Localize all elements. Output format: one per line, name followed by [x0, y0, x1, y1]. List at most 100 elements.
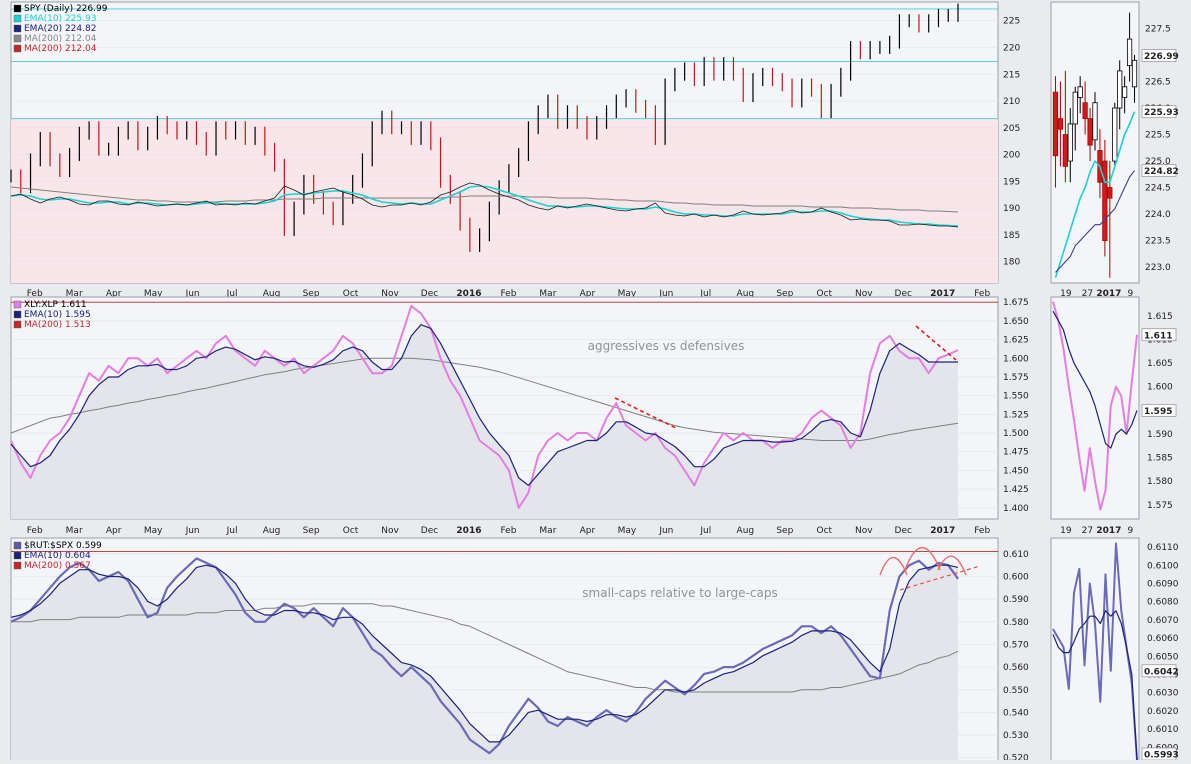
spy-legend-swatch: [13, 4, 22, 13]
spy-zoom-ema20-tag: 224.82: [1144, 167, 1179, 177]
rut-spx-zoom-panel: 0.60000.60100.60200.60300.60400.60500.60…: [1050, 537, 1179, 764]
rut-y-tick: 0.560: [1003, 663, 1029, 673]
spy-y-tick: 215: [1003, 70, 1020, 80]
xly-x-tick: Apr: [106, 526, 122, 536]
xly-x-tick: Jun: [658, 526, 673, 536]
spy-x-tick: Mar: [539, 289, 556, 299]
xly-zoom-ema10-line: [1052, 310, 1138, 449]
xly-x-tick: Apr: [580, 526, 596, 536]
spy-x-tick: Feb: [974, 289, 990, 299]
xly-ema-area: [11, 324, 958, 519]
xly-legend-entry: XLY:XLP 1.611: [24, 300, 87, 310]
spy-zoom-candle-body: [1067, 123, 1073, 162]
xly-downtrend-annotation-2: [915, 325, 957, 361]
rut-y-tick: 0.540: [1003, 708, 1029, 718]
rut-right-shoulder-annotation: [937, 555, 967, 576]
rut-legend-swatch: [13, 551, 22, 560]
spy-y-tick: 225: [1003, 17, 1020, 27]
spy-zoom-ema10-tag: 225.93: [1144, 108, 1179, 118]
spy-zoom-panel: 223.0223.5224.0224.5225.0225.5226.0226.5…: [1050, 1, 1179, 299]
spy-zoom-last-price-tag: 226.99: [1144, 52, 1179, 62]
xly-y-tick: 1.550: [1003, 392, 1029, 402]
spy-zoom-y-tick: 225.0: [1145, 157, 1171, 167]
spy-zoom-x-tick: 2017: [1096, 289, 1121, 299]
rut-ema10-line: [10, 564, 959, 743]
xly-x-tick: Oct: [343, 526, 359, 536]
spy-zoom-candle-body: [1112, 107, 1118, 162]
xly-zoom-y-tick: 1.585: [1147, 454, 1173, 464]
xly-zoom-y-tick: 1.590: [1147, 430, 1173, 440]
xly-y-tick: 1.525: [1003, 410, 1029, 420]
spy-zoom-y-tick: 224.5: [1145, 184, 1171, 194]
spy-x-tick: Jul: [699, 289, 711, 299]
spy-ma200-line: [10, 186, 959, 213]
spy-legend-entry: SPY (Daily) 226.99: [24, 4, 108, 14]
rut-zoom-y-tick: 0.6070: [1147, 616, 1179, 626]
rut-spx-panel: 0.520 0.530 0.540 0.550 0.560 0.570 0.580 0.590…: [10, 537, 1029, 764]
xly-legend-entry: MA(200) 1.513: [24, 320, 91, 330]
xly-y-tick: 1.650: [1003, 317, 1029, 327]
rut-y-tick: 0.580: [1003, 618, 1029, 628]
spy-x-tick: May: [618, 289, 637, 299]
spy-panel: 180 185 190 195 200 205 210 215 220 225 Feb Mar Apr M…: [10, 1, 1020, 299]
spy-y-tick: 205: [1003, 124, 1020, 134]
xly-y-tick: 1.450: [1003, 466, 1029, 476]
spy-x-tick: Nov: [855, 289, 873, 299]
rut-head-annotation: [904, 547, 941, 571]
rut-zoom-ema10-tag-box: [1141, 664, 1177, 678]
spy-legend-entry: MA(200) 212.04: [24, 34, 97, 44]
rut-zoom-y-tick: 0.6060: [1147, 634, 1179, 644]
spy-zoom-ema20-line: [1055, 170, 1135, 273]
spy-zoom-ema10-tag-box: [1141, 105, 1177, 119]
spy-legend-swatch: [13, 34, 22, 43]
rut-legend-swatch: [13, 541, 22, 550]
spy-x-tick: Jul: [226, 289, 238, 299]
spy-x-tick: 2016: [456, 289, 481, 299]
spy-x-tick: Aug: [737, 289, 755, 299]
xly-legend-swatch: [13, 320, 22, 329]
xly-legend-swatch: [13, 310, 22, 319]
spy-legend-swatch: [13, 14, 22, 23]
xly-x-tick: Dec: [895, 526, 912, 536]
rut-zoom-y-tick: 0.6110: [1147, 543, 1179, 553]
xly-x-tick: Jun: [185, 526, 200, 536]
rut-y-tick: 0.520: [1003, 754, 1029, 760]
rut-zoom-y-tick: 0.6020: [1147, 707, 1179, 717]
spy-zoom-candle-body: [1117, 70, 1123, 109]
spy-x-tick: May: [144, 289, 163, 299]
xly-zoom-y-tick: 1.580: [1147, 477, 1173, 487]
rut-legend-swatch: [13, 561, 22, 570]
spy-y-tick: 190: [1003, 204, 1020, 214]
rut-y-tick: 0.530: [1003, 731, 1029, 741]
rut-zoom-ema10-tag: 0.6042: [1144, 667, 1179, 677]
xly-zoom-x-tick: 2017: [1096, 526, 1121, 536]
spy-x-tick: Nov: [381, 289, 399, 299]
xly-x-tick: 2016: [456, 526, 481, 536]
xly-zoom-ema10-tag-box: [1141, 404, 1177, 417]
spy-legend-entry: EMA(20) 224.82: [24, 24, 96, 34]
rut-y-tick: 0.610: [1003, 550, 1029, 560]
spy-zoom-ema20-tag-box: [1141, 164, 1177, 177]
xly-y-tick: 1.425: [1003, 485, 1029, 495]
xly-zoom-x-tick: 27: [1082, 526, 1093, 536]
rut-zoom-ratio-line: [1052, 542, 1138, 761]
spy-legend-entry: MA(200) 212.04: [24, 44, 97, 54]
spy-x-tick: Apr: [106, 289, 122, 299]
spy-legend-swatch: [13, 44, 22, 53]
xly-xlp-panel: 1.400 1.425 1.450 1.475 1.500 1.525 1.550 1.575…: [10, 296, 1029, 536]
spy-zoom-candle-body: [1087, 118, 1093, 146]
xly-x-tick: May: [144, 526, 163, 536]
spy-x-tick: Feb: [500, 289, 516, 299]
spy-x-tick: Sep: [303, 289, 320, 299]
spy-x-tick: Dec: [421, 289, 438, 299]
spy-x-tick: Jun: [658, 289, 673, 299]
xly-x-tick: Oct: [817, 526, 833, 536]
xly-x-tick: Sep: [303, 526, 320, 536]
xly-x-tick: Nov: [381, 526, 399, 536]
spy-zoom-x-tick: 27: [1082, 289, 1093, 299]
xly-x-tick: May: [618, 526, 637, 536]
xly-x-tick: 2017: [930, 526, 955, 536]
rut-legend-entry: $RUT:$SPX 0.599: [24, 541, 102, 551]
xly-x-tick: Feb: [27, 526, 43, 536]
